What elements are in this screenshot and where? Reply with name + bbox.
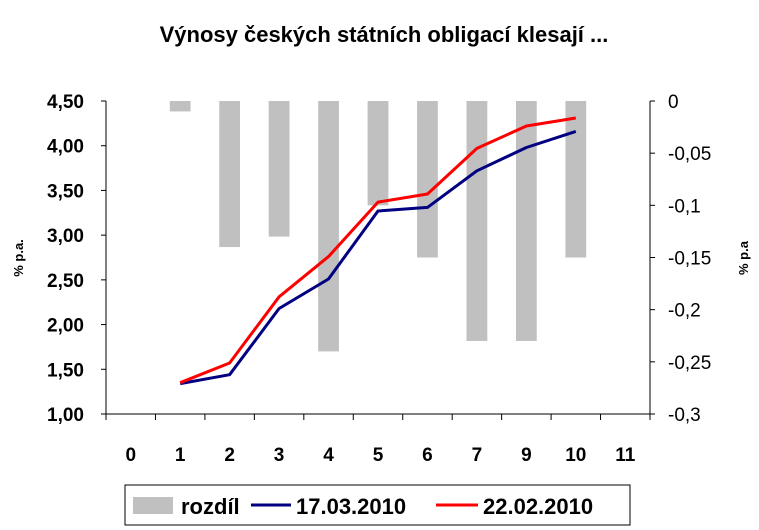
x-tick-label: 2 — [224, 445, 235, 466]
y-tick-label-left: 2,50 — [47, 271, 84, 292]
y-tick-label-left: 1,50 — [47, 360, 84, 381]
legend: rozdíl 17.03.2010 22.02.2010 — [124, 484, 631, 526]
legend-label-22-02-2010: 22.02.2010 — [483, 494, 593, 519]
x-tick-label: 9 — [521, 445, 532, 466]
x-tick-label: 11 — [615, 445, 636, 466]
y-tick-label-left: 2,00 — [47, 316, 84, 337]
y-tick-label-left: 3,50 — [47, 181, 84, 202]
y-tick-label-right: -0,1 — [668, 196, 701, 217]
x-tick-label: 4 — [323, 445, 334, 466]
legend-frame — [124, 484, 631, 526]
bar-rozdil-7 — [466, 101, 488, 341]
x-tick-label: 7 — [472, 445, 483, 466]
x-tick-label: 5 — [373, 445, 384, 466]
line-series-17-03-2010 — [179, 129, 577, 386]
legend-label-rozdil: rozdíl — [181, 494, 240, 519]
bar-rozdil-6 — [417, 101, 438, 258]
bar-rozdil-5 — [367, 101, 389, 206]
bar-rozdil-10 — [565, 101, 587, 258]
legend-label-17-03-2010: 17.03.2010 — [296, 494, 406, 519]
x-tick-label: 0 — [125, 445, 136, 466]
bar-rozdil-2 — [219, 101, 241, 248]
chart-title: Výnosy českých státních obligací klesají… — [160, 22, 609, 47]
x-tick-label: 1 — [175, 445, 186, 466]
x-tick-label: 6 — [422, 445, 433, 466]
x-tick-label: 10 — [565, 445, 586, 466]
y-tick-label-right: -0,25 — [668, 353, 711, 374]
y-tick-label-right: -0,05 — [668, 144, 711, 165]
line-series-22-02-2010 — [179, 116, 577, 385]
y-tick-label-left: 4,50 — [47, 92, 84, 113]
y-tick-label-right: -0,2 — [668, 301, 701, 322]
y-tick-label-left: 3,00 — [47, 226, 84, 247]
plot-area: 1,00 1,50 2,00 2,50 3,00 3,50 4,00 4,50 0 -0,05 -0… — [47, 92, 711, 466]
y-axis-label-left: % p.a. — [11, 239, 26, 277]
bar-rozdil-4 — [318, 101, 339, 352]
y-tick-label-left: 1,00 — [47, 405, 84, 426]
y-axis-label-right: % p.a — [736, 240, 751, 275]
bar-rozdil-1 — [169, 101, 191, 112]
y-tick-label-right: -0,3 — [668, 405, 701, 426]
legend-swatch-rozdil — [133, 497, 173, 514]
x-tick-label: 3 — [274, 445, 285, 466]
bar-rozdil-3 — [268, 101, 290, 237]
y-tick-label-right: -0,15 — [668, 249, 711, 270]
y-tick-label-right: 0 — [668, 92, 679, 113]
bar-rozdil-9 — [515, 101, 537, 341]
y-tick-label-left: 4,00 — [47, 137, 84, 158]
